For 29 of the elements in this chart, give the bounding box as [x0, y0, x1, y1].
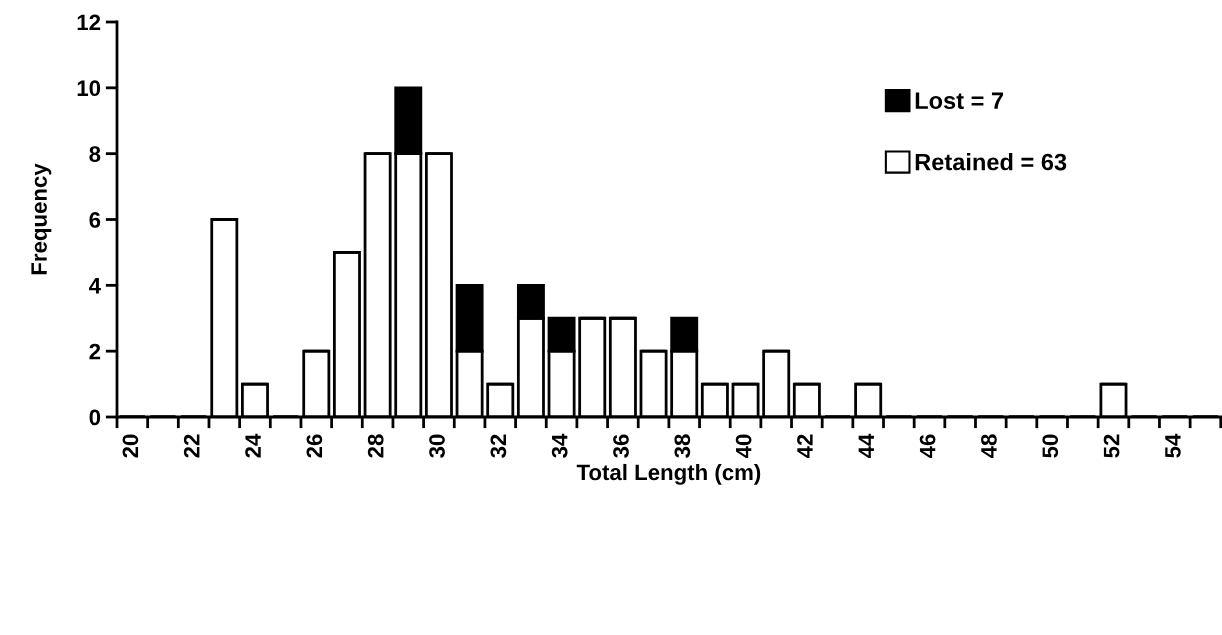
x-tick-label: 26 [306, 434, 323, 458]
x-tick-label: 50 [1042, 434, 1059, 458]
y-tick-label: 0 [89, 409, 101, 426]
y-axis-title: Frequency [31, 163, 52, 275]
x-tick-label: 28 [367, 434, 384, 458]
x-tick-label: 20 [122, 434, 139, 458]
x-axis-title: Total Length (cm) [576, 463, 761, 485]
y-tick-label: 4 [89, 278, 101, 294]
x-tick-label: 38 [674, 434, 691, 458]
y-tick-label: 6 [89, 212, 101, 228]
x-tick-label: 32 [490, 434, 507, 458]
x-tick-label: 46 [919, 434, 936, 459]
x-tick-label: 44 [858, 433, 874, 459]
y-tick-label: 8 [89, 146, 101, 162]
x-tick-label: 34 [551, 433, 568, 458]
x-tick-label: 48 [981, 434, 997, 459]
legend-label: Retained = 63 [915, 153, 1067, 171]
x-tick-label: 24 [245, 433, 261, 458]
x-tick-label: 52 [1103, 434, 1120, 458]
x-tick-label: 30 [429, 434, 445, 458]
y-tick-label: 2 [89, 343, 101, 360]
legend-label: Lost = 7 [915, 92, 1004, 110]
x-tick-label: 54 [1165, 433, 1181, 458]
y-tick-label: 12 [77, 14, 101, 31]
x-tick-label: 22 [183, 434, 200, 458]
x-tick-label: 42 [797, 434, 813, 459]
y-tick-label: 10 [77, 80, 101, 97]
x-tick-label: 40 [735, 434, 752, 459]
x-tick-label: 36 [613, 434, 629, 458]
